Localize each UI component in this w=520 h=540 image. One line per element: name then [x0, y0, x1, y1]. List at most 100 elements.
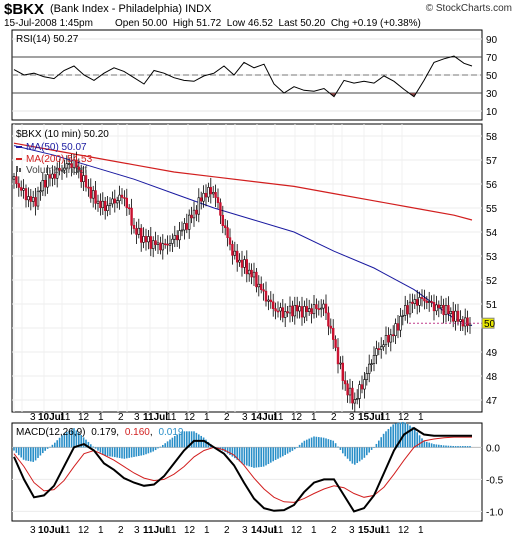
macd-hist-bar	[152, 447, 154, 452]
macd-hist-bar	[90, 444, 92, 448]
candle-body	[327, 312, 330, 327]
x-tick-label: 11	[166, 525, 177, 536]
candle-body	[31, 197, 35, 202]
macd-hist-bar	[409, 425, 411, 448]
macd-hist-bar	[301, 442, 303, 448]
macd-hist-bar	[80, 435, 82, 448]
macd-hist-bar	[39, 447, 42, 456]
macd-hist-bar	[128, 447, 130, 458]
candle-body	[363, 379, 366, 390]
macd-hist-bar	[250, 447, 253, 468]
candle-body	[197, 197, 200, 215]
x-tick-label: 12	[398, 525, 410, 536]
candle-body	[228, 237, 232, 245]
price-tick-label: 47	[486, 396, 498, 407]
macd-hist-bar	[298, 444, 301, 448]
candle-body	[99, 200, 102, 209]
candle-body	[188, 214, 191, 230]
macd-hist-bar	[138, 447, 140, 457]
candle-body	[120, 194, 124, 198]
macd-hist-bar	[325, 438, 327, 448]
macd-hist-bar	[445, 445, 447, 448]
candle-body	[207, 187, 210, 198]
candle-body	[346, 383, 349, 396]
candle-body	[293, 305, 296, 317]
candle-body	[231, 244, 234, 256]
macd-hist-bar	[181, 432, 183, 448]
candle-body	[283, 311, 287, 318]
candle-body	[128, 207, 131, 210]
macd-hist-bar	[310, 437, 313, 448]
chg-value: +0.19 (+0.38%)	[351, 18, 421, 29]
rsi-tick-label: 30	[486, 89, 498, 100]
candle-body	[322, 303, 325, 309]
candle-body	[22, 188, 25, 191]
candle-body	[68, 163, 71, 165]
candle-body	[144, 236, 148, 243]
candle-body	[307, 308, 311, 312]
macd-hist-bar	[37, 447, 39, 458]
macd-hist-bar	[327, 439, 330, 448]
candle-body	[305, 306, 308, 312]
candle-body	[459, 319, 462, 322]
macd-hist-bar	[186, 431, 188, 448]
price-tick-label: 49	[486, 348, 498, 359]
low-value: 46.52	[247, 18, 273, 29]
candle-body	[420, 297, 424, 299]
candle-body	[435, 304, 438, 312]
macd-hist-bar	[142, 447, 145, 456]
chart-header: $BKX (Bank Index - Philadelphia) INDX © …	[0, 0, 520, 30]
candle-body	[463, 317, 467, 327]
candle-body	[406, 305, 409, 315]
macd-hist-bar	[430, 443, 433, 448]
macd-hist-bar	[190, 431, 193, 448]
candle-body	[113, 198, 117, 204]
macd-hist-bar	[454, 446, 457, 448]
candle-body	[65, 163, 69, 169]
high-label: High	[172, 18, 194, 29]
candle-body	[164, 243, 167, 246]
macd-hist-bar	[378, 440, 380, 448]
candle-body	[192, 209, 196, 219]
candle-body	[101, 200, 105, 209]
candle-body	[271, 301, 275, 310]
candle-body	[89, 186, 93, 199]
price-tick-label: 48	[486, 372, 498, 383]
macd-hist-bar	[375, 443, 378, 448]
macd-hist-bar	[320, 437, 322, 448]
macd-hist-bar	[363, 447, 366, 458]
x-tick-label: 3	[30, 525, 36, 536]
candle-body	[154, 240, 157, 245]
x-tick-label: 14Jul	[251, 525, 277, 536]
open-label: Open	[115, 18, 140, 29]
candle-body	[403, 305, 407, 316]
candle-body	[125, 197, 129, 209]
macd-hist-bar	[452, 446, 454, 448]
candle-body	[444, 305, 448, 316]
macd-hist-bar	[68, 430, 70, 448]
candle-body	[329, 325, 332, 329]
candle-body	[367, 363, 371, 374]
x-tick-label: 2	[224, 412, 230, 423]
price-panel: 47 48 49 51 52 53 54 55 56 57 58 50 $BKX (10 min) …	[11, 123, 498, 413]
price-legend: $BKX (10 min) 50.20 MA(50) 50.07 MA(200)…	[16, 129, 109, 176]
volume-swatch	[16, 166, 18, 172]
macd-hist-bar	[157, 447, 159, 449]
macd-hist-bar	[334, 443, 337, 448]
candle-body	[41, 180, 45, 192]
candle-body	[185, 223, 188, 230]
candle-body	[130, 207, 133, 226]
macd-hist-bar	[85, 439, 87, 448]
macd-hist-bar	[411, 427, 414, 448]
candle-body	[387, 335, 390, 343]
macd-hist-bar	[130, 447, 133, 458]
ma200-line	[13, 142, 473, 221]
candle-body	[454, 310, 457, 322]
x-tick-label: 11Jul	[143, 412, 168, 423]
macd-hist-bar	[366, 447, 368, 456]
x-tick-label: 11	[166, 412, 177, 423]
macd-hist-bar	[354, 447, 356, 465]
candle-body	[94, 190, 97, 204]
x-tick-label: 1	[98, 412, 104, 423]
